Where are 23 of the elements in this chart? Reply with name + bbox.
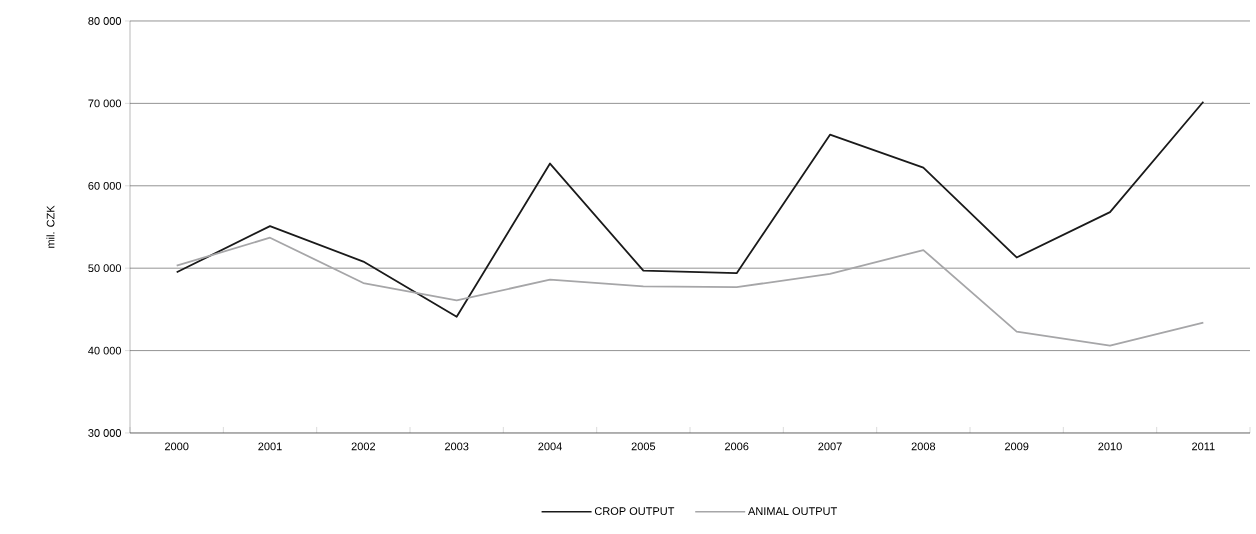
x-tick-label: 2010 bbox=[1098, 442, 1122, 451]
y-axis-title: mil. CZK bbox=[46, 205, 55, 248]
x-tick-label: 2003 bbox=[444, 442, 469, 451]
y-tick-label: 70 000 bbox=[88, 99, 122, 108]
x-tick-label: 2002 bbox=[351, 442, 376, 451]
y-tick-label: 80 000 bbox=[88, 17, 122, 25]
y-tick-label: 50 000 bbox=[88, 264, 122, 273]
x-tick-label: 2007 bbox=[818, 442, 842, 451]
legend-label: CROP OUTPUT bbox=[594, 507, 675, 515]
legend-label: ANIMAL OUTPUT bbox=[748, 507, 837, 515]
x-tick-label: 2009 bbox=[1004, 442, 1029, 451]
x-tick-label: 2005 bbox=[631, 442, 656, 451]
x-tick-label: 2006 bbox=[724, 442, 749, 451]
x-tick-label: 2000 bbox=[164, 442, 189, 451]
y-tick-label: 30 000 bbox=[88, 429, 122, 437]
line-series bbox=[175, 236, 1205, 347]
x-tick-label: 2001 bbox=[258, 442, 282, 451]
x-tick-label: 2004 bbox=[538, 442, 562, 451]
y-tick-label: 40 000 bbox=[88, 346, 122, 355]
x-tick-label: 2011 bbox=[1192, 442, 1215, 451]
y-tick-label: 60 000 bbox=[88, 181, 122, 190]
x-tick-label: 2008 bbox=[911, 442, 936, 451]
line-series bbox=[175, 100, 1205, 318]
